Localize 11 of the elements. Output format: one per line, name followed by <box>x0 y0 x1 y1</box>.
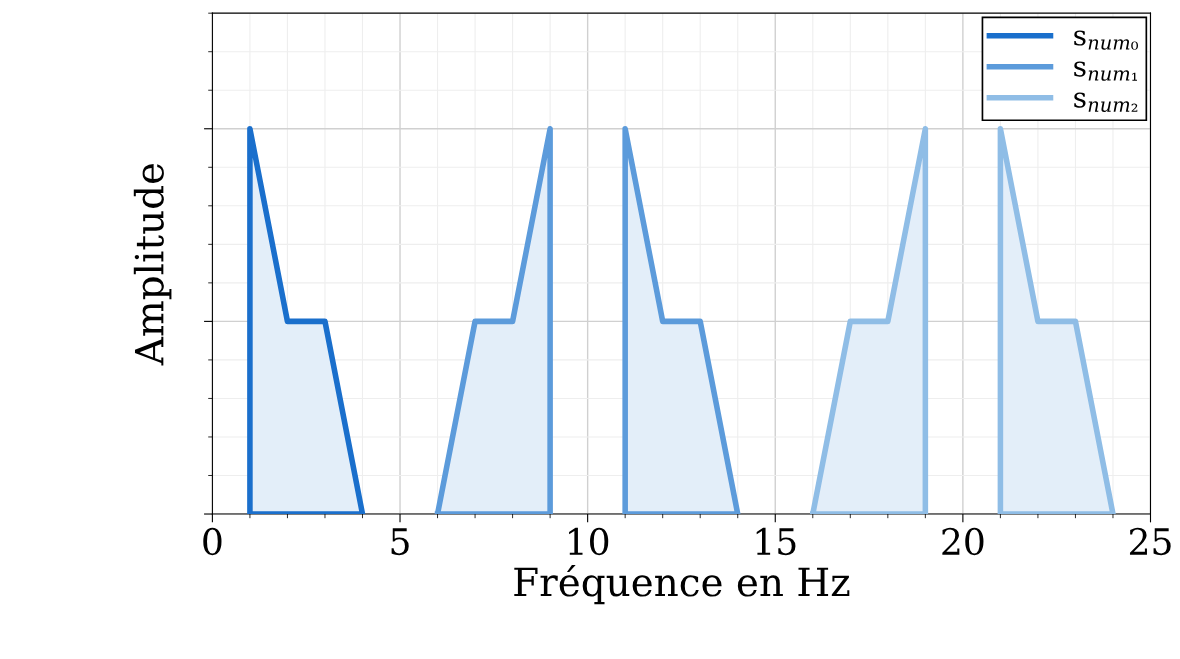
x-tick-label: 15 <box>756 527 796 556</box>
x-tick-label: 0 <box>203 527 222 556</box>
x-axis-title: Fréquence en Hz <box>514 564 850 605</box>
legend-label: s$_{num₁}$ <box>1074 61 1137 81</box>
x-tick-label: 20 <box>942 527 984 556</box>
y-axis-title: Amplitude <box>133 163 172 366</box>
x-tick-label: 25 <box>1129 527 1171 556</box>
legend-label: s$_{num₀}$ <box>1074 30 1139 50</box>
x-tick-label: 10 <box>569 527 609 556</box>
legend-label: s$_{num₂}$ <box>1074 92 1138 112</box>
x-tick-label: 5 <box>391 528 409 556</box>
